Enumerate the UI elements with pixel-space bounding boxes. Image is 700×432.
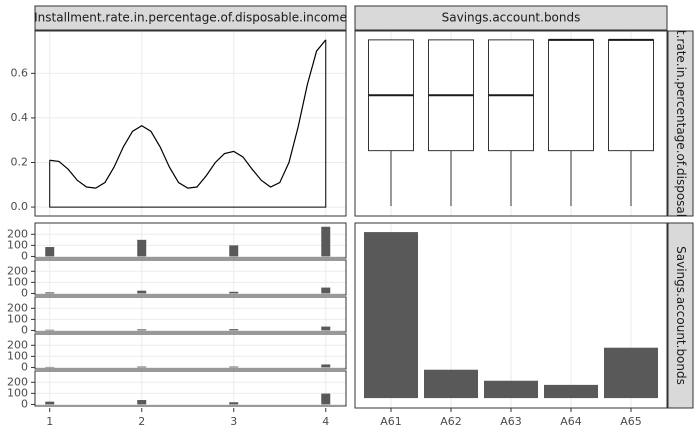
y-tick-label: 100 [7, 312, 28, 325]
x-tick-label: A63 [500, 415, 522, 428]
y-tick-label: 0 [21, 360, 28, 373]
y-tick-label: 100 [7, 238, 28, 251]
panel-background [35, 260, 346, 295]
panel-background [35, 31, 346, 216]
bar [45, 366, 55, 368]
y-tick-label: 0 [21, 286, 28, 299]
y-tick-label: 0.4 [11, 111, 29, 124]
bar [229, 329, 239, 331]
strip-label: Installment.rate.in.percentage.of.dispos… [674, 0, 688, 280]
y-tick-label: 0.0 [11, 200, 29, 213]
x-tick-label: 4 [322, 415, 329, 428]
bar [137, 290, 147, 294]
panel-border [34, 370, 347, 407]
bar [321, 364, 331, 368]
y-tick-label: 200 [7, 227, 28, 240]
panel-border [34, 30, 347, 217]
x-tick-label: 1 [46, 415, 53, 428]
bar [321, 226, 331, 257]
y-tick-label: 200 [7, 338, 28, 351]
panel-border [34, 296, 347, 333]
bar [321, 326, 331, 331]
bar [229, 366, 239, 368]
strip-background [354, 5, 668, 31]
bar [45, 401, 55, 405]
y-tick-label: 200 [7, 264, 28, 277]
bar [137, 329, 147, 331]
bar [45, 247, 55, 257]
y-tick-label: 0.2 [11, 156, 29, 169]
x-tick-label: 2 [138, 415, 145, 428]
panel-border [354, 222, 668, 409]
bar [484, 380, 538, 399]
panel-background [35, 223, 346, 258]
x-tick-label: A64 [560, 415, 582, 428]
panel-border [34, 259, 347, 296]
density-line [49, 39, 327, 189]
bar [45, 329, 55, 331]
strip: Installment.rate.in.percentage.of.dispos… [674, 0, 688, 280]
x-tick-label: A65 [620, 415, 642, 428]
strip-label: Savings.account.bonds [674, 246, 688, 385]
strip-background [34, 5, 347, 31]
panel-background [35, 297, 346, 332]
panel-background [35, 334, 346, 369]
x-tick-label: A61 [380, 415, 402, 428]
panel-background [35, 371, 346, 406]
strip: Savings.account.bonds [442, 11, 581, 25]
y-tick-label: 100 [7, 349, 28, 362]
panel-border [354, 30, 668, 217]
strip: Installment.rate.in.percentage.of.dispos… [34, 11, 347, 25]
bar [229, 402, 239, 405]
strip: Savings.account.bonds [674, 246, 688, 385]
y-tick-label: 0 [21, 323, 28, 336]
strip-label: Installment.rate.in.percentage.of.dispos… [34, 11, 347, 25]
y-tick-label: 200 [7, 301, 28, 314]
bar [604, 347, 658, 399]
bar [321, 393, 331, 405]
panel-border [34, 222, 347, 259]
y-tick-label: 0 [21, 249, 28, 262]
bar [229, 291, 239, 294]
bar [321, 287, 331, 294]
y-tick-label: 0 [21, 397, 28, 410]
bar [424, 369, 478, 399]
bar [229, 245, 239, 257]
bar [45, 292, 55, 294]
bar [364, 232, 418, 399]
x-tick-label: A62 [440, 415, 462, 428]
bar [544, 384, 598, 399]
strip-label: Savings.account.bonds [442, 11, 581, 25]
panel-border [34, 333, 347, 370]
bar [137, 400, 147, 405]
y-tick-label: 100 [7, 386, 28, 399]
density-baseline [49, 39, 327, 208]
y-tick-label: 100 [7, 275, 28, 288]
y-tick-label: 200 [7, 375, 28, 388]
box [548, 39, 594, 152]
bar [137, 366, 147, 368]
y-tick-label: 0.6 [11, 66, 29, 79]
strip-background [667, 30, 694, 217]
strip-background [667, 222, 694, 409]
bar [137, 239, 147, 257]
box [608, 39, 654, 152]
x-tick-label: 3 [230, 415, 237, 428]
